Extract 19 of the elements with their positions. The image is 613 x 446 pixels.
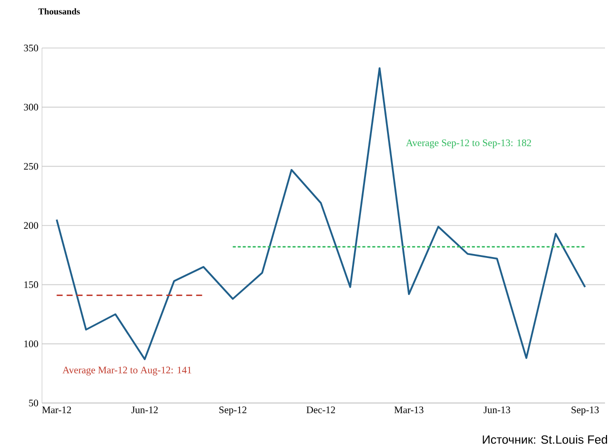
x-tick-label: Mar-13	[394, 406, 424, 414]
annotation: Average Mar-12 to Aug-12: 141	[62, 366, 192, 376]
x-tick-label: Sep-13	[572, 406, 599, 416]
y-tick-label: 300	[24, 104, 38, 111]
y-tick-label: 150	[24, 281, 38, 288]
y-tick-label: 250	[24, 162, 38, 170]
x-tick-label: Dec-12	[306, 406, 335, 414]
text: Источник: St.Louis Fed	[482, 435, 608, 444]
y-tick-label: 100	[24, 340, 38, 348]
y-tick-label: 50	[29, 400, 38, 406]
x-tick-label: Jun-13	[484, 406, 510, 414]
line-series	[56, 67, 586, 360]
x-tick-label: Mar-12	[42, 406, 71, 414]
annotation: Average Sep-12 to Sep-13: 182	[406, 139, 532, 148]
x-tick-label: Jun-12	[131, 406, 158, 414]
y-tick-label: 200	[24, 222, 38, 229]
x-tick-label: Sep-12	[219, 406, 246, 416]
y-axis-title: Thousands	[38, 8, 80, 15]
y-tick-label: 350	[24, 44, 38, 52]
